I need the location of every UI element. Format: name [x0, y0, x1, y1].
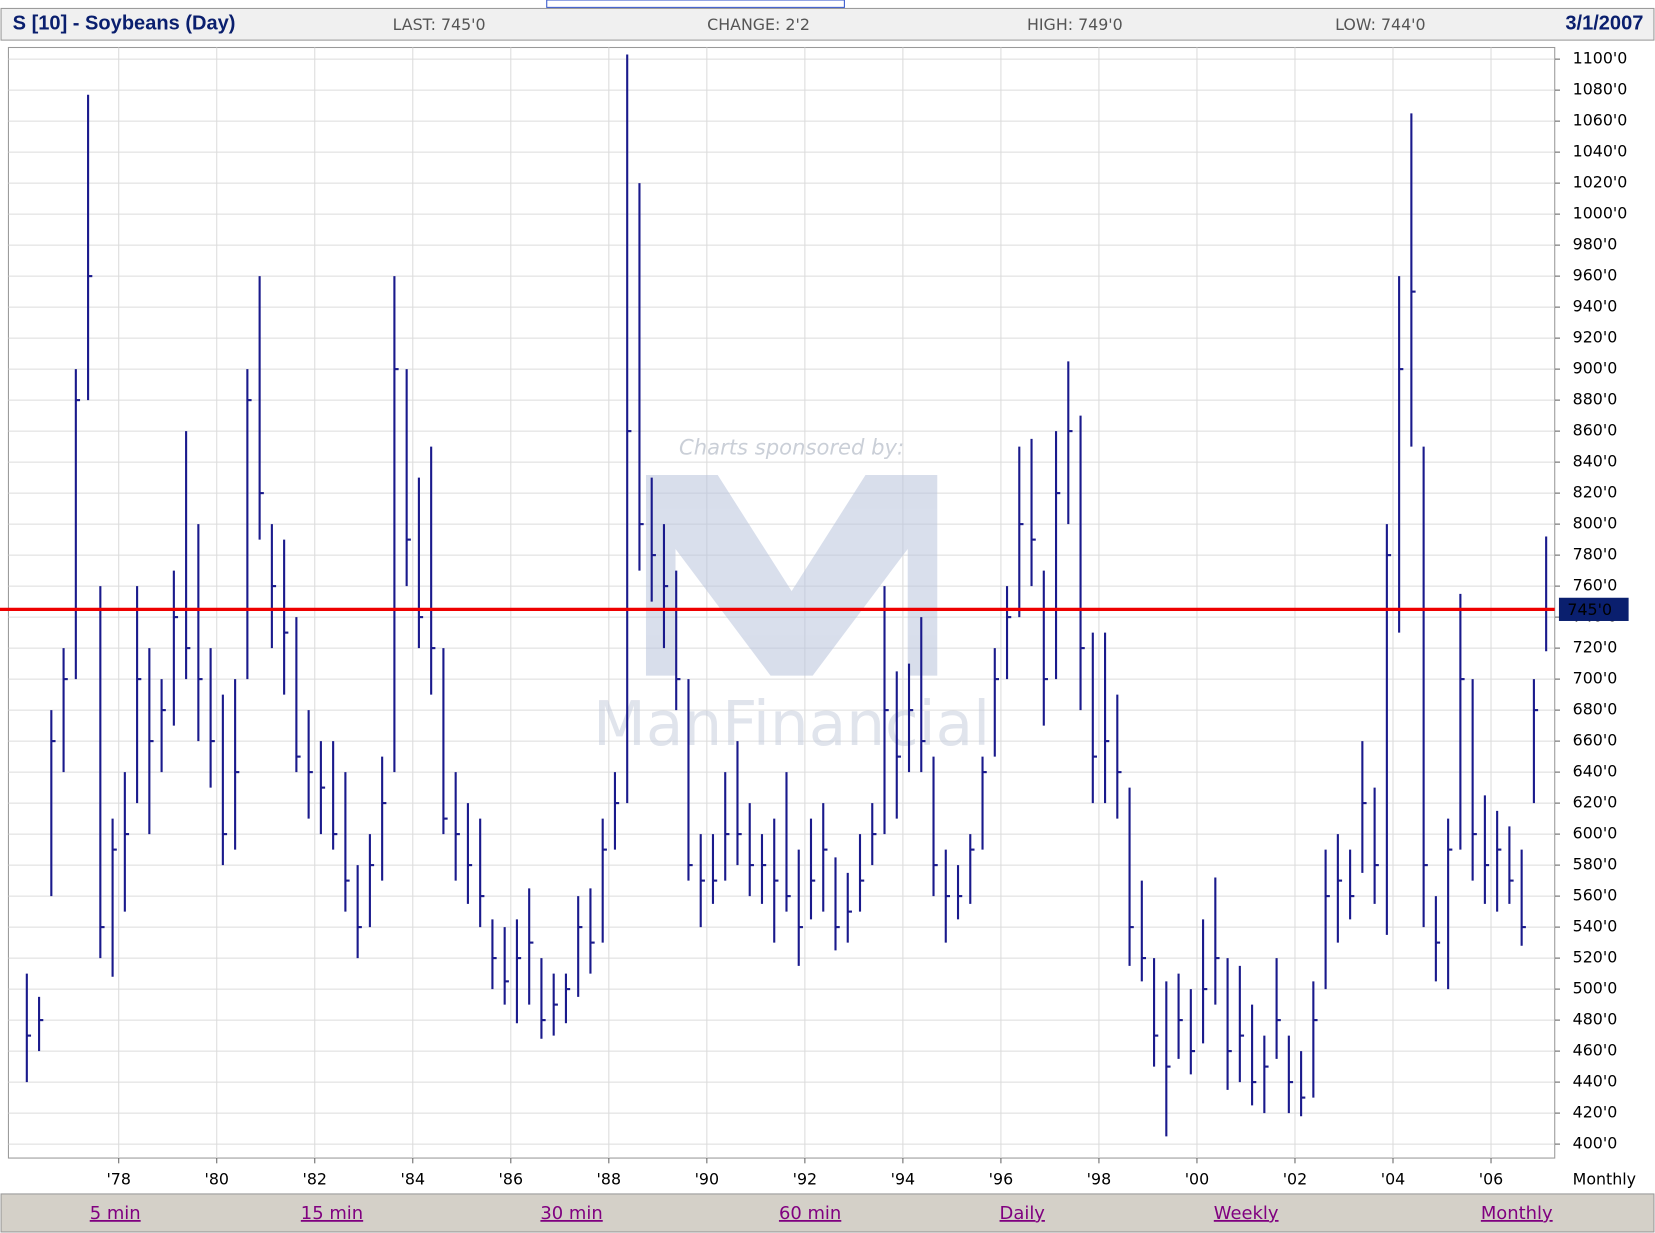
x-tick-label: '88 — [597, 1170, 621, 1189]
y-tick-label: 400'0 — [1573, 1134, 1618, 1153]
y-tick-label: 920'0 — [1573, 328, 1618, 347]
logo — [645, 475, 938, 676]
x-tick-label: '84 — [401, 1170, 425, 1189]
y-tick-label: 1040'0 — [1573, 142, 1628, 161]
x-tick-label: '96 — [989, 1170, 1013, 1189]
y-tick-label: 1060'0 — [1573, 111, 1628, 130]
axes: 400'0 420'0 440'0 460'0 480'0 500'0 520'0 540'0… — [0, 49, 1629, 1189]
x-tick-label: '92 — [793, 1170, 817, 1189]
y-tick-label: 960'0 — [1573, 266, 1618, 285]
y-tick-label: 660'0 — [1573, 731, 1618, 750]
interval-link[interactable]: Daily — [1000, 1203, 1046, 1224]
x-tick-label: '80 — [204, 1170, 228, 1189]
sponsor-text: Charts sponsored by: — [679, 435, 904, 460]
y-tick-label: 620'0 — [1573, 793, 1618, 812]
y-tick-label: 1100'0 — [1573, 49, 1628, 68]
y-tick-label: 880'0 — [1573, 390, 1618, 409]
y-tick-label: 680'0 — [1573, 700, 1618, 719]
bars — [25, 54, 1551, 1137]
interval-link[interactable]: 60 min — [779, 1203, 841, 1224]
y-tick-label: 1080'0 — [1573, 80, 1628, 99]
interval-link[interactable]: 30 min — [540, 1203, 602, 1224]
y-tick-label: 800'0 — [1573, 514, 1618, 533]
x-tick-label: '00 — [1185, 1170, 1209, 1189]
date: 3/1/2007 — [1565, 13, 1643, 35]
x-tick-label: '82 — [303, 1170, 327, 1189]
interval-link[interactable]: Weekly — [1214, 1203, 1279, 1224]
y-tick-label: 980'0 — [1573, 235, 1618, 254]
footer-links: 5 min 15 min 30 min 60 min Daily Weekly Monthl… — [90, 1203, 1553, 1224]
grid — [8, 47, 1555, 1159]
x-tick-label: '06 — [1479, 1170, 1503, 1189]
high: HIGH: 749'0 — [1027, 15, 1123, 34]
chart-title: S [10] - Soybeans (Day) — [13, 13, 236, 35]
brand-text: ManFinancial — [593, 689, 990, 760]
header-bar — [0, 7, 1655, 41]
y-tick-label: 860'0 — [1573, 421, 1618, 440]
y-tick-label: 580'0 — [1573, 855, 1618, 874]
y-tick-label: 820'0 — [1573, 483, 1618, 502]
y-tick-label: 780'0 — [1573, 545, 1618, 564]
x-tick-label: '86 — [499, 1170, 523, 1189]
y-tick-label: 720'0 — [1573, 638, 1618, 657]
footer-bar — [0, 1193, 1655, 1233]
y-tick-label: 1020'0 — [1573, 173, 1628, 192]
x-tick-label: '78 — [106, 1170, 130, 1189]
interval-link[interactable]: 15 min — [301, 1203, 363, 1224]
last-price-label: 745'0 — [1567, 600, 1612, 619]
x-tick-label: '02 — [1283, 1170, 1307, 1189]
top-link-stub — [546, 0, 845, 8]
y-tick-label: 940'0 — [1573, 297, 1618, 316]
y-tick-label: 600'0 — [1573, 824, 1618, 843]
watermark: Charts sponsored by: ManFinancial — [593, 435, 990, 760]
y-tick-label: 900'0 — [1573, 359, 1618, 378]
y-tick-label: 540'0 — [1573, 917, 1618, 936]
interval-link[interactable]: 5 min — [90, 1203, 141, 1224]
y-tick-label: 440'0 — [1573, 1072, 1618, 1091]
y-tick-label: 500'0 — [1573, 979, 1618, 998]
y-tick-label: 420'0 — [1573, 1103, 1618, 1122]
y-tick-label: 520'0 — [1573, 948, 1618, 967]
y-tick-label: 480'0 — [1573, 1010, 1618, 1029]
x-tick-label: '98 — [1087, 1170, 1111, 1189]
x-tick-label: '94 — [891, 1170, 915, 1189]
last-price-box — [1558, 597, 1629, 621]
last-price: LAST: 745'0 — [393, 15, 486, 34]
x-tick-label: '04 — [1381, 1170, 1405, 1189]
y-tick-label: 460'0 — [1573, 1041, 1618, 1060]
change: CHANGE: 2'2 — [707, 15, 810, 34]
y-tick-label: 1000'0 — [1573, 204, 1628, 223]
period-label: Monthly — [1573, 1170, 1636, 1189]
y-tick-label: 760'0 — [1573, 576, 1618, 595]
low: LOW: 744'0 — [1335, 15, 1425, 34]
interval-link[interactable]: Monthly — [1481, 1203, 1553, 1224]
y-tick-label: 700'0 — [1573, 669, 1618, 688]
y-tick-label: 640'0 — [1573, 762, 1618, 781]
y-tick-label: 560'0 — [1573, 886, 1618, 905]
x-tick-label: '90 — [695, 1170, 719, 1189]
y-tick-label: 840'0 — [1573, 452, 1618, 471]
